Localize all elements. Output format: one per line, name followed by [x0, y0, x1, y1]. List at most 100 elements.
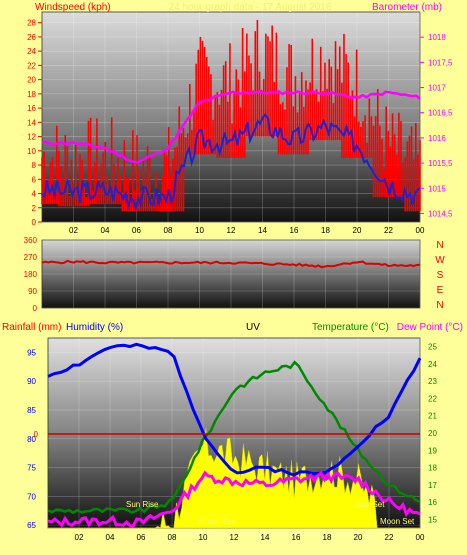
x-tick-label: 12: [230, 533, 239, 542]
wind-x-ticks: 02 04 06 08 10 12 14 16 18 20 22 00: [69, 226, 425, 235]
y-tick-label: 90: [28, 287, 37, 296]
x-tick-label: 08: [168, 533, 177, 542]
y-tick-label: 4: [32, 190, 37, 199]
y2-tick-label: 20: [428, 429, 437, 438]
x-tick-label: 04: [101, 226, 110, 235]
y2-tick-label: 1015: [428, 184, 446, 193]
y-tick-label: 12: [27, 133, 36, 142]
y-tick-label: 24: [27, 47, 36, 56]
x-tick-label: 14: [261, 533, 270, 542]
x-tick-label: 00: [416, 226, 425, 235]
y-tick-label: 0: [32, 218, 37, 227]
rainfall-title: Rainfall (mm): [2, 322, 61, 333]
humidity-y-ticks: 65 70 75 80 85 90 95: [27, 348, 36, 530]
y-tick-label: 90: [27, 377, 36, 386]
y-tick-label: 0: [33, 304, 38, 313]
x-tick-label: 10: [199, 533, 208, 542]
y-tick-label: 6: [32, 175, 37, 184]
humidity-title: Humidity (%): [66, 322, 123, 333]
y2-tick-label: 1017: [428, 84, 446, 93]
compass-label: N: [436, 240, 443, 251]
dewpoint-title: Dew Point (°C): [397, 322, 463, 333]
x-tick-label: 16: [290, 226, 299, 235]
y-tick-label: 10: [27, 147, 36, 156]
x-tick-label: 18: [321, 226, 330, 235]
y2-tick-label: 16: [428, 498, 437, 507]
uv-title: UV: [246, 322, 260, 333]
x-tick-label: 16: [292, 533, 301, 542]
dewpoint-line: [47, 470, 421, 528]
uv-area: [48, 427, 420, 529]
moonrise-label: Moon Rise: [198, 517, 237, 526]
y-tick-label: 18: [27, 90, 36, 99]
y2-tick-label: 1014,5: [428, 209, 453, 218]
y2-tick-label: 1016,5: [428, 109, 453, 118]
moonset-label: Moon Set: [380, 517, 415, 526]
y2-tick-label: 1017,5: [428, 58, 453, 67]
compass-label: W: [435, 255, 445, 266]
y-tick-label: 22: [27, 61, 36, 70]
y-tick-label: 270: [24, 253, 38, 262]
sunset-label: Sun Set: [356, 500, 385, 509]
direction-grid: [42, 239, 421, 309]
x-tick-label: 14: [258, 226, 267, 235]
x-tick-label: 02: [75, 533, 84, 542]
y-tick-label: 26: [27, 33, 36, 42]
temperature-y-ticks: 15 16 17 18 19 20 21 22 23 24 25: [428, 343, 437, 525]
y-tick-label: 8: [32, 161, 37, 170]
x-tick-label: 04: [106, 533, 115, 542]
y-tick-label: 85: [27, 406, 36, 415]
temperature-title: Temperature (°C): [312, 322, 389, 333]
x-tick-label: 20: [354, 533, 363, 542]
compass-label: S: [437, 270, 444, 281]
x-tick-label: 06: [132, 226, 141, 235]
y-tick-label: 16: [27, 104, 36, 113]
compass-label: E: [437, 285, 444, 296]
x-tick-label: 18: [323, 533, 332, 542]
wind-direction-line: [41, 259, 421, 269]
y2-tick-label: 1015,5: [428, 159, 453, 168]
x-tick-label: 00: [416, 533, 425, 542]
wind-direction-plot-area: [41, 239, 421, 309]
y-tick-label: 70: [27, 492, 36, 501]
y-tick-label: 28: [27, 19, 36, 28]
y2-tick-label: 22: [428, 394, 437, 403]
y-tick-label: 65: [27, 521, 36, 530]
y2-tick-label: 23: [428, 377, 437, 386]
y2-tick-label: 15: [428, 515, 437, 524]
y-tick-label: 2: [32, 204, 37, 213]
x-tick-label: 02: [69, 226, 78, 235]
x-tick-label: 20: [353, 226, 362, 235]
y2-tick-label: 17: [428, 481, 437, 490]
x-tick-label: 12: [227, 226, 236, 235]
y2-tick-label: 1016: [428, 134, 446, 143]
temp-x-ticks: 02 04 06 08 10 12 14 16 18 20 22 00: [75, 533, 425, 542]
windspeed-title: Windspeed (kph): [35, 2, 111, 13]
y-tick-label: 95: [27, 348, 36, 357]
y-tick-label: 14: [27, 118, 36, 127]
x-tick-label: 22: [385, 533, 394, 542]
humidity-line: [47, 342, 422, 477]
direction-y-ticks: 0 90 180 270 360: [24, 236, 38, 313]
wind-average-line: [41, 113, 421, 212]
barometer-line: [41, 89, 421, 164]
y2-tick-label: 19: [428, 446, 437, 455]
barometer-title: Barometer (mb): [372, 2, 442, 13]
rainfall-zero-tick: 0: [34, 430, 39, 439]
y2-tick-label: 18: [428, 464, 437, 473]
x-tick-label: 08: [164, 226, 173, 235]
x-tick-label: 22: [384, 226, 393, 235]
y2-tick-label: 1018: [428, 33, 446, 42]
x-tick-label: 10: [195, 226, 204, 235]
sunrise-label: Sun Rise: [126, 500, 159, 509]
baro-y-ticks: 1014,5 1015 1015,5 1016 1016,5 1017 1017,5 1018: [420, 33, 453, 218]
y-tick-label: 360: [24, 236, 38, 245]
x-tick-label: 06: [137, 533, 146, 542]
y-tick-label: 180: [24, 270, 38, 279]
compass-label: N: [436, 300, 443, 311]
y2-tick-label: 25: [428, 343, 437, 352]
y2-tick-label: 24: [428, 360, 437, 369]
